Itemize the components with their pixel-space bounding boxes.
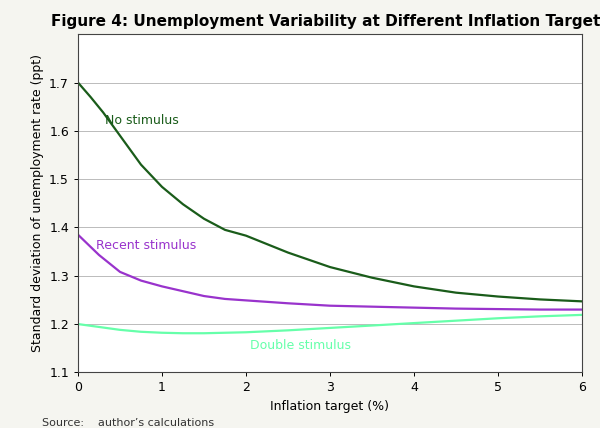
Text: Recent stimulus: Recent stimulus bbox=[97, 239, 197, 252]
Text: Source:    author’s calculations: Source: author’s calculations bbox=[42, 418, 214, 428]
Text: Double stimulus: Double stimulus bbox=[250, 339, 351, 352]
Text: No stimulus: No stimulus bbox=[105, 113, 179, 127]
Title: Figure 4: Unemployment Variability at Different Inflation Targets: Figure 4: Unemployment Variability at Di… bbox=[51, 14, 600, 29]
Y-axis label: Standard deviation of unemployment rate (ppt): Standard deviation of unemployment rate … bbox=[31, 54, 44, 352]
X-axis label: Inflation target (%): Inflation target (%) bbox=[271, 400, 389, 413]
